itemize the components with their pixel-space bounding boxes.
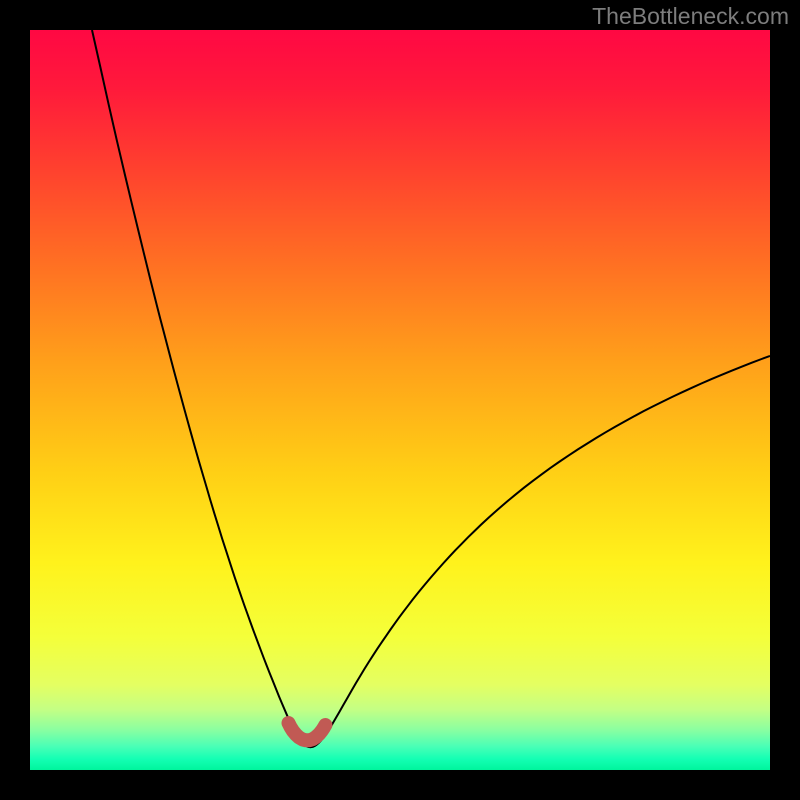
watermark-text: TheBottleneck.com — [592, 3, 789, 30]
plot-gradient-background — [30, 30, 770, 770]
bottleneck-chart — [0, 0, 800, 800]
chart-stage: TheBottleneck.com — [0, 0, 800, 800]
